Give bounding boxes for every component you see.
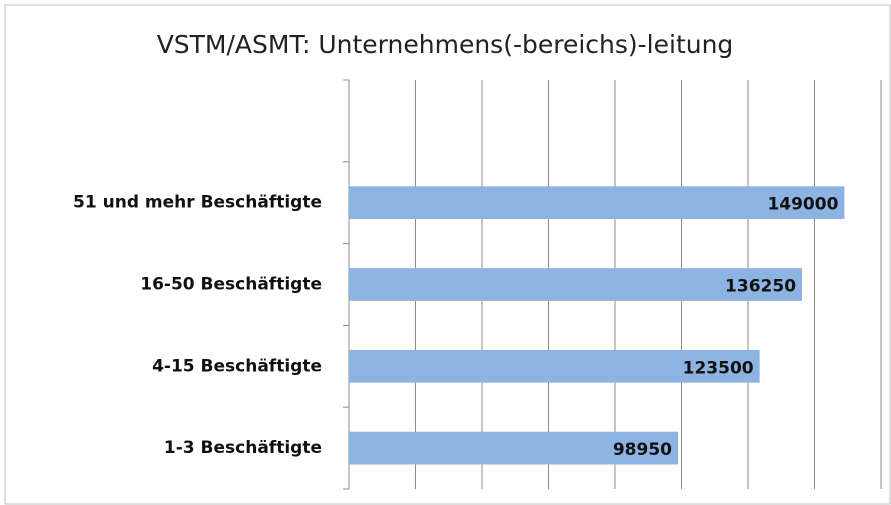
chart-title: VSTM/ASMT: Unternehmens(-bereichs)-leitu… — [157, 30, 734, 59]
data-label: 123500 — [683, 358, 754, 378]
bar — [349, 349, 760, 383]
data-label: 136250 — [725, 277, 796, 297]
data-label: 98950 — [613, 440, 672, 460]
bar — [349, 431, 679, 465]
y-tick-label: 4-15 Beschäftigte — [152, 356, 322, 376]
y-tick-label: 16-50 Beschäftigte — [140, 275, 322, 295]
y-tick-label: 1-3 Beschäftigte — [164, 438, 322, 458]
chart-frame — [4, 4, 891, 505]
y-tick-label: 51 und mehr Beschäftigte — [73, 193, 322, 213]
bar — [349, 268, 803, 301]
bar — [349, 186, 845, 220]
data-label: 149000 — [767, 195, 838, 215]
